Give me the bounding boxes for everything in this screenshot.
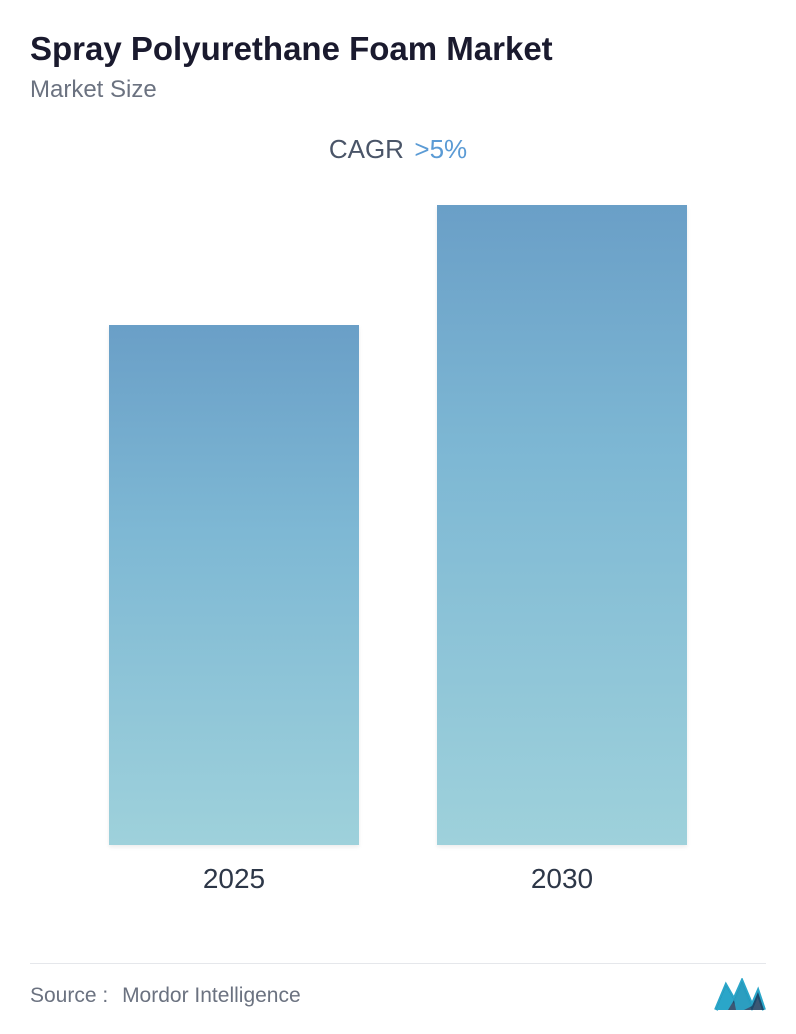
bar-group-2030: 2030 [432, 205, 692, 895]
source-label: Source : [30, 984, 108, 1007]
footer-divider [30, 963, 766, 964]
mordor-logo-icon [714, 978, 766, 1014]
page-title: Spray Polyurethane Foam Market [30, 30, 766, 68]
source-name: Mordor Intelligence [122, 984, 301, 1007]
bar-label: 2030 [531, 863, 593, 895]
page-subtitle: Market Size [30, 76, 766, 104]
bar-2025 [109, 325, 359, 845]
bar-chart: 2025 2030 [30, 215, 766, 895]
cagr-value: >5% [414, 134, 467, 164]
cagr-row: CAGR >5% [30, 134, 766, 165]
cagr-label: CAGR [329, 134, 404, 164]
bar-label: 2025 [203, 863, 265, 895]
footer: Source : Mordor Intelligence [30, 978, 766, 1014]
bar-2030 [437, 205, 687, 845]
bar-group-2025: 2025 [104, 325, 364, 895]
source-text: Source : Mordor Intelligence [30, 984, 301, 1008]
